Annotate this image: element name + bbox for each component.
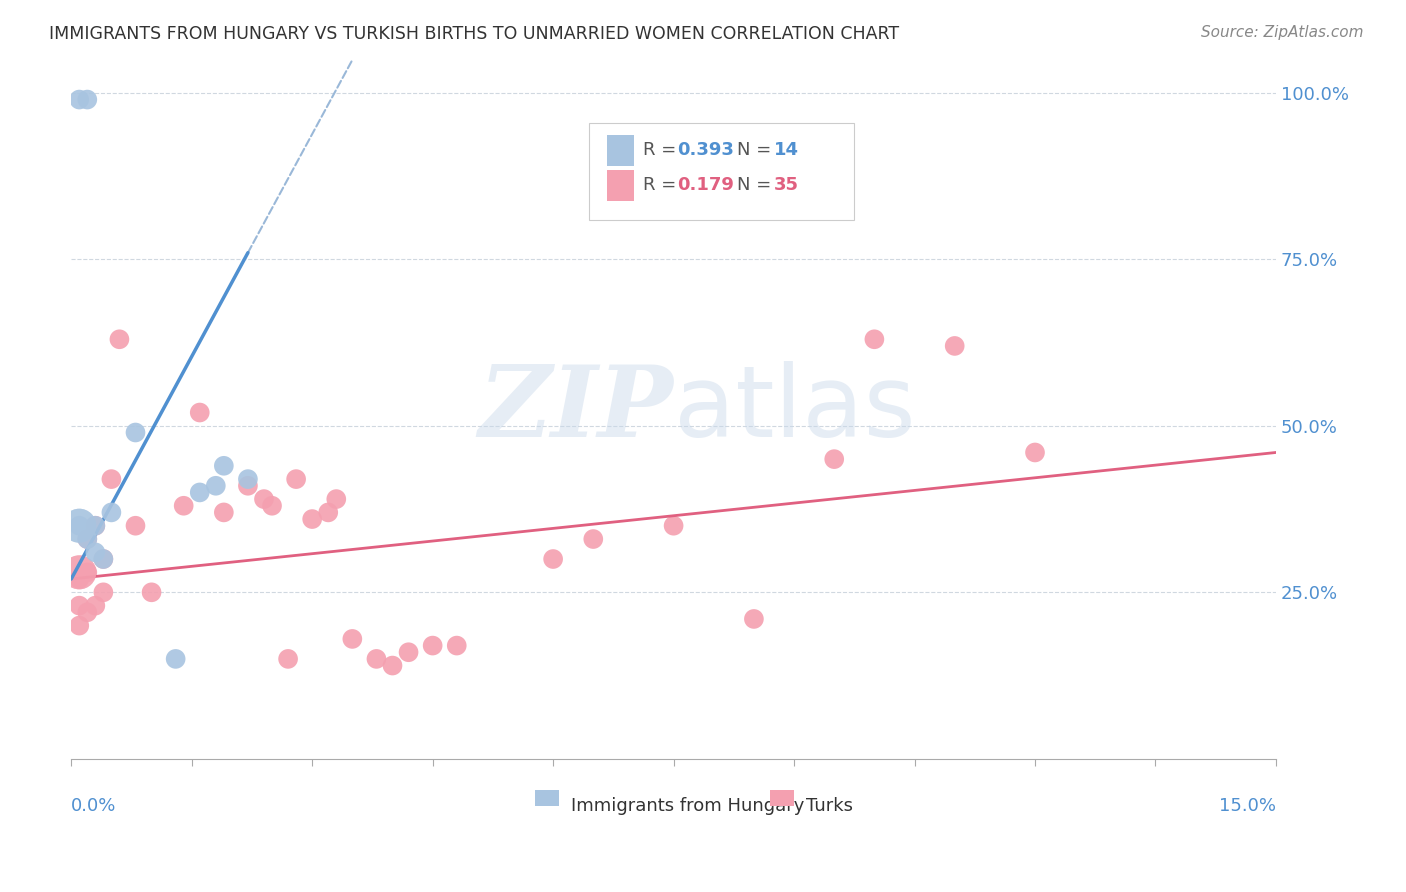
FancyBboxPatch shape (536, 789, 560, 806)
Point (100, 472, 122, 486)
Point (108, 332, 131, 346)
Point (100, 505, 122, 519)
Text: Turks: Turks (806, 797, 853, 815)
Point (173, 499, 195, 513)
FancyBboxPatch shape (607, 135, 634, 166)
Point (212, 458, 235, 473)
Text: R =: R = (644, 177, 682, 194)
Point (76, 93, 98, 107)
Text: 15.0%: 15.0% (1219, 797, 1277, 815)
Point (84, 518, 107, 533)
FancyBboxPatch shape (770, 789, 794, 806)
Point (84, 599, 107, 613)
Point (93, 552, 115, 566)
Point (422, 639, 444, 653)
Point (188, 405, 211, 419)
Point (67, 599, 90, 613)
Point (67, 572, 90, 586)
Point (67, 93, 90, 107)
Point (212, 505, 235, 519)
Point (398, 645, 420, 659)
Point (165, 652, 187, 666)
Point (541, 552, 564, 566)
Text: 14: 14 (773, 142, 799, 160)
Text: N =: N = (738, 177, 778, 194)
Text: 0.0%: 0.0% (72, 797, 117, 815)
Point (67, 566, 90, 580)
Text: IMMIGRANTS FROM HUNGARY VS TURKISH BIRTHS TO UNMARRIED WOMEN CORRELATION CHART: IMMIGRANTS FROM HUNGARY VS TURKISH BIRTH… (49, 25, 900, 43)
Point (84, 545, 107, 559)
Point (582, 532, 605, 546)
Point (260, 499, 283, 513)
Point (277, 652, 299, 666)
Point (67, 518, 90, 533)
Text: 0.393: 0.393 (678, 142, 734, 160)
Point (943, 339, 966, 353)
Point (662, 518, 685, 533)
Text: 0.179: 0.179 (678, 177, 734, 194)
Point (1024, 445, 1046, 459)
Point (316, 505, 339, 519)
Text: ZIP: ZIP (478, 361, 673, 458)
FancyBboxPatch shape (607, 169, 634, 202)
Point (204, 479, 226, 493)
Text: Immigrants from Hungary: Immigrants from Hungary (571, 797, 804, 815)
Point (76, 566, 98, 580)
Point (93, 552, 115, 566)
Point (366, 652, 388, 666)
Text: atlas: atlas (673, 360, 915, 458)
Point (76, 532, 98, 546)
Point (823, 452, 845, 467)
Point (253, 492, 276, 507)
Point (67, 518, 90, 533)
Point (342, 632, 364, 646)
Point (84, 518, 107, 533)
Point (236, 479, 259, 493)
FancyBboxPatch shape (589, 122, 855, 220)
Point (325, 492, 347, 507)
Point (76, 532, 98, 546)
Point (67, 518, 90, 533)
Point (863, 332, 886, 346)
Point (124, 425, 146, 440)
Text: 35: 35 (773, 177, 799, 194)
Point (93, 585, 115, 599)
Point (188, 485, 211, 500)
Point (446, 639, 468, 653)
Point (76, 605, 98, 619)
Point (141, 585, 163, 599)
Point (301, 512, 323, 526)
Point (236, 472, 259, 486)
Point (742, 612, 765, 626)
Text: R =: R = (644, 142, 682, 160)
Point (381, 658, 404, 673)
Text: N =: N = (738, 142, 778, 160)
Point (67, 618, 90, 632)
Text: Source: ZipAtlas.com: Source: ZipAtlas.com (1201, 25, 1364, 40)
Point (124, 518, 146, 533)
Point (285, 472, 308, 486)
Point (67, 566, 90, 580)
